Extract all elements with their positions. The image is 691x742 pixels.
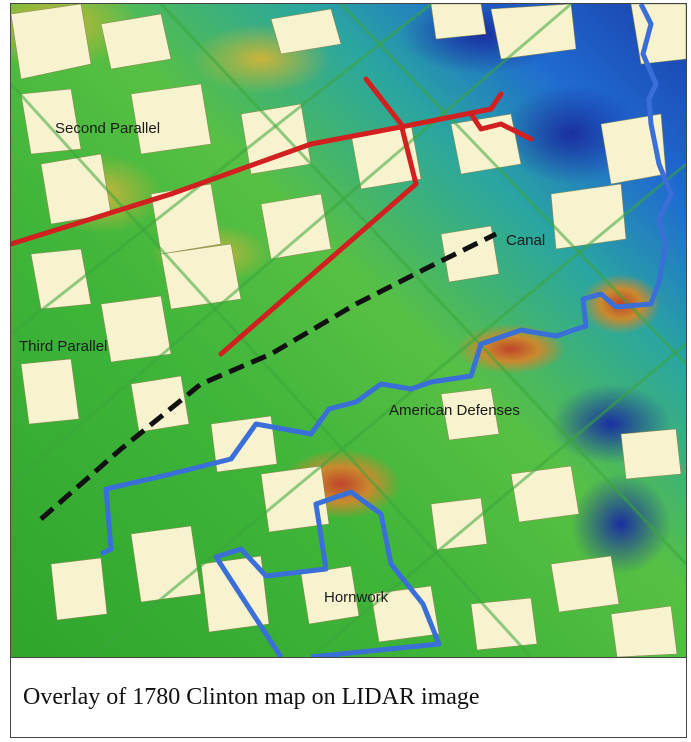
lidar-map-canvas <box>11 4 686 657</box>
red-lines <box>11 76 534 357</box>
approach-trench-line <box>218 76 419 357</box>
figure-caption: Overlay of 1780 Clinton map on LIDAR ima… <box>23 684 480 710</box>
second-parallel-line <box>11 91 504 247</box>
buildings <box>11 4 686 657</box>
label-third-parallel: Third Parallel <box>19 338 108 355</box>
hornwork-line <box>213 489 442 657</box>
canal-line <box>39 231 498 521</box>
lidar-map: Second Parallel Third Parallel Canal Ame… <box>11 4 686 657</box>
label-canal: Canal <box>506 232 546 249</box>
redoubt-line <box>468 111 534 142</box>
caption-box: Overlay of 1780 Clinton map on LIDAR ima… <box>11 657 686 737</box>
label-american-defenses: American Defenses <box>389 402 520 419</box>
american-defenses-line <box>99 4 674 557</box>
label-hornwork: Hornwork <box>324 589 389 606</box>
figure: Second Parallel Third Parallel Canal Ame… <box>10 3 687 738</box>
label-second-parallel: Second Parallel <box>55 120 161 137</box>
